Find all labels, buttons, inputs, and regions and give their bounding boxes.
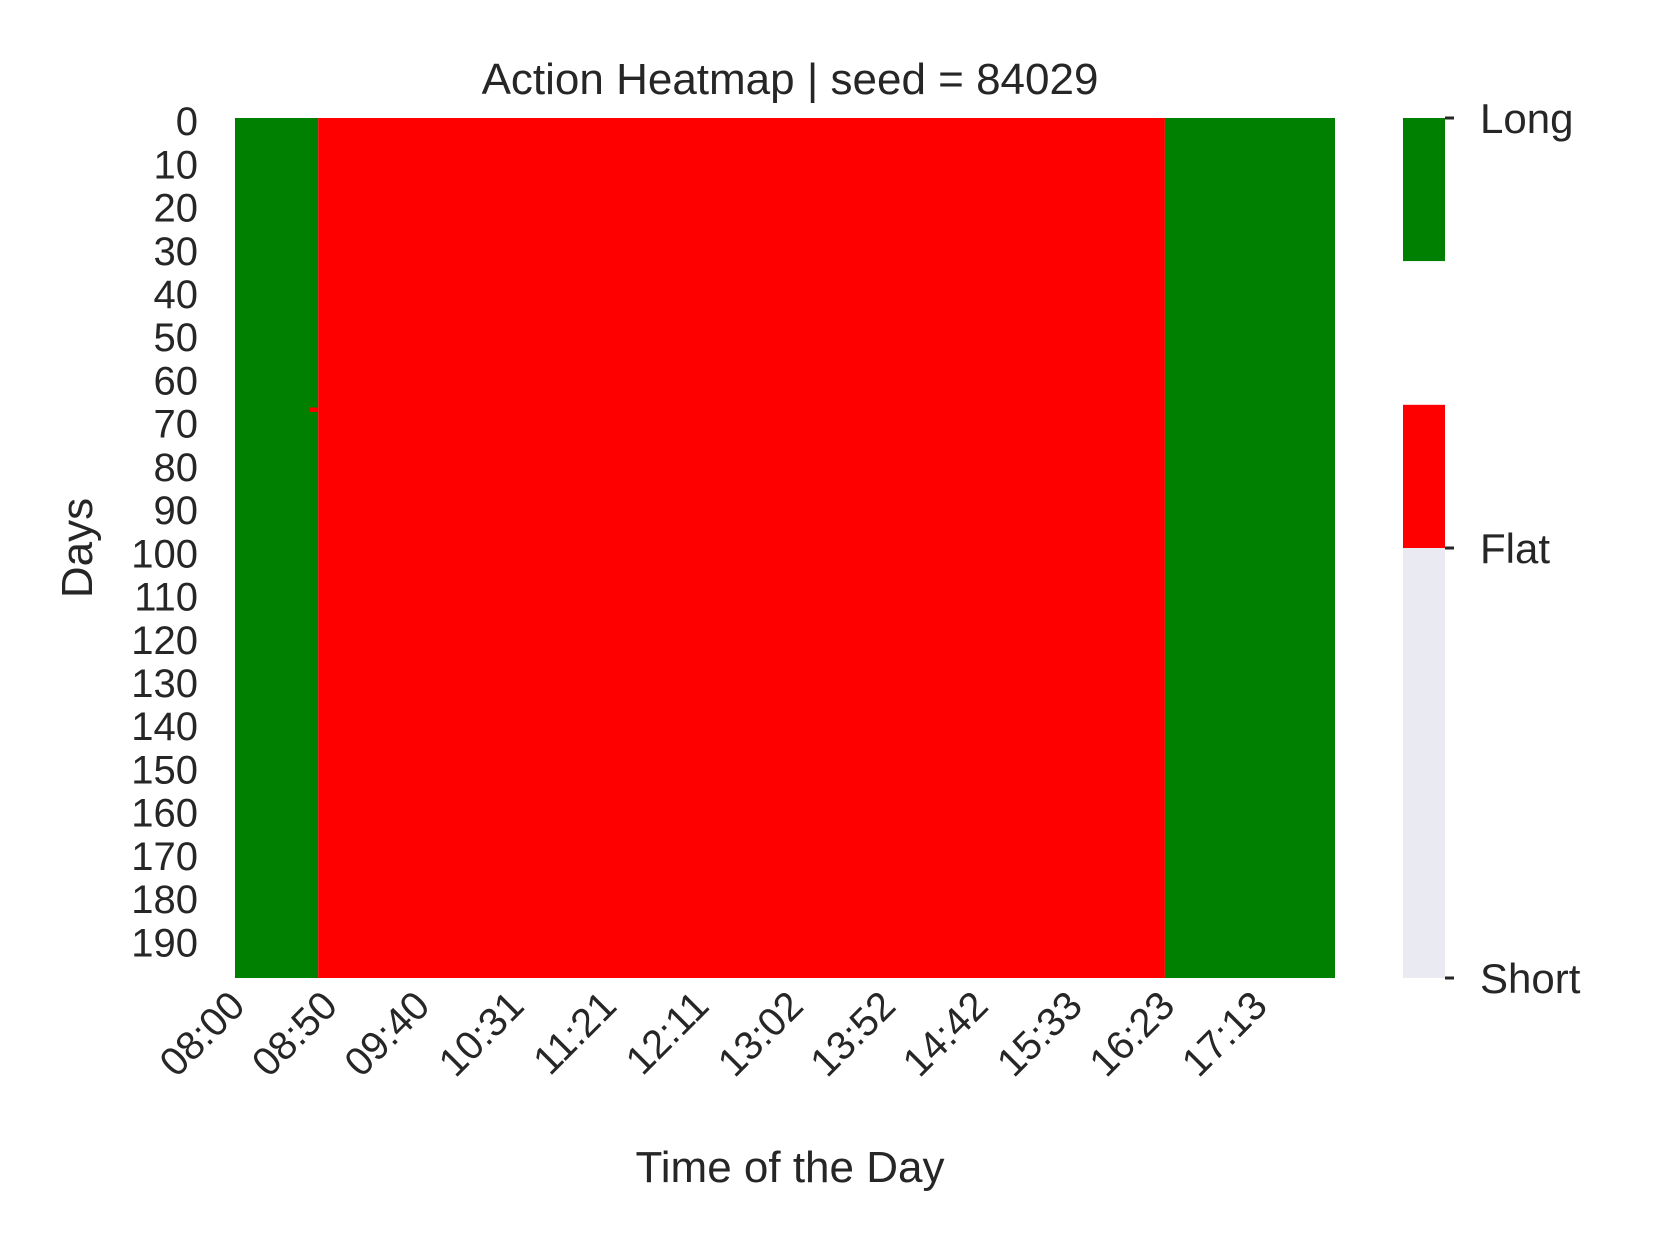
y-tick-label: 110 (134, 576, 198, 620)
y-tick-label: 170 (131, 835, 198, 879)
heatmap-region-long-0 (235, 118, 319, 978)
y-tick-label: 70 (154, 403, 199, 447)
x-tick-label: 17:13 (1174, 983, 1276, 1085)
y-tick-label: 20 (154, 187, 199, 231)
colorbar: Long Flat Short (1403, 95, 1581, 1002)
y-tick-label: 120 (131, 619, 198, 663)
colorbar-segment-1 (1403, 261, 1445, 405)
y-axis-label: Days (53, 498, 102, 598)
chart-title: Action Heatmap | seed = 84029 (482, 55, 1099, 104)
heatmap-region-flat-1 (318, 118, 1165, 978)
y-tick-label: 100 (131, 532, 198, 576)
y-tick-label: 50 (154, 316, 199, 360)
y-tick-label: 10 (154, 143, 199, 187)
y-tick-label: 140 (131, 705, 198, 749)
x-tick-label: 11:21 (525, 983, 625, 1083)
x-tick-label: 14:42 (895, 983, 997, 1085)
colorbar-segment-2 (1403, 404, 1445, 548)
y-tick-label: 0 (176, 100, 198, 144)
colorbar-tick-label: Short (1480, 955, 1581, 1002)
colorbar-segment-3 (1403, 548, 1445, 978)
x-tick-label: 10:31 (431, 983, 533, 1085)
x-tick-label: 09:40 (336, 983, 438, 1085)
y-tick-label: 150 (131, 748, 198, 792)
heatmap-region-long-2 (1164, 118, 1335, 978)
x-axis-tick-labels: 08:0008:5009:4010:3111:2112:1113:0213:52… (151, 983, 1275, 1085)
y-tick-label: 40 (154, 273, 199, 317)
y-tick-label: 180 (131, 878, 198, 922)
x-tick-label: 08:50 (244, 983, 346, 1085)
x-tick-label: 08:00 (151, 983, 253, 1085)
heatmap-plot-area (235, 118, 1335, 978)
y-tick-label: 190 (131, 921, 198, 965)
heatmap-anomaly-cell-0 (308, 407, 319, 412)
y-tick-label: 80 (154, 446, 199, 490)
y-tick-label: 90 (154, 489, 199, 533)
x-tick-label: 13:52 (802, 983, 904, 1085)
colorbar-segment-0 (1403, 118, 1445, 262)
x-tick-label: 15:33 (989, 983, 1091, 1085)
x-tick-label: 12:11 (618, 983, 718, 1083)
y-tick-label: 60 (154, 359, 199, 403)
y-tick-label: 30 (154, 230, 199, 274)
x-tick-label: 16:23 (1081, 983, 1183, 1085)
x-axis-label: Time of the Day (636, 1143, 945, 1192)
y-tick-label: 160 (131, 792, 198, 836)
colorbar-tick-label: Long (1480, 95, 1573, 142)
y-axis-tick-labels: 0102030405060708090100110120130140150160… (131, 100, 198, 965)
y-tick-label: 130 (131, 662, 198, 706)
x-tick-label: 13:02 (710, 983, 812, 1085)
colorbar-tick-label: Flat (1480, 525, 1550, 572)
